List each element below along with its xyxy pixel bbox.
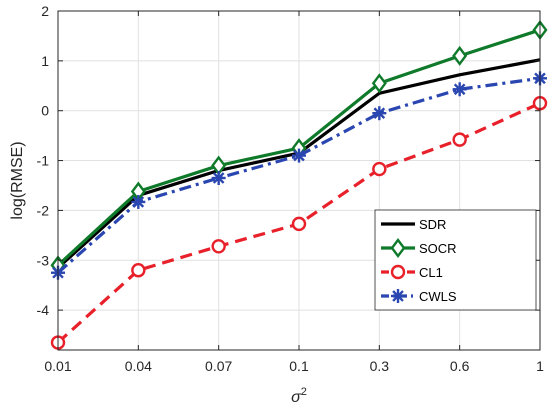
data-point-socr: [371, 73, 387, 94]
legend-label-sdr: SDR: [419, 217, 446, 232]
x-axis-label-main: σ: [291, 389, 302, 406]
asterisk-stroke: [132, 196, 145, 208]
legend-entry-socr: SOCR: [381, 238, 457, 258]
x-tick-label: 0.3: [370, 358, 390, 374]
legend-label-cl1: CL1: [419, 265, 443, 280]
data-point-cwls: [372, 106, 387, 121]
x-tick-label: 0.01: [44, 358, 71, 374]
y-tick-label: -3: [37, 252, 50, 268]
data-point-cl1: [452, 132, 467, 147]
y-axis-ticks: -4 -3 -2 -1 0 1 2: [37, 3, 540, 318]
data-point-cwls: [292, 148, 306, 163]
asterisk-stroke: [373, 107, 386, 119]
legend-entry-cwls: CWLS: [381, 289, 457, 304]
x-tick-label: 0.04: [125, 358, 152, 374]
legend-marker-cl1: [390, 264, 406, 280]
asterisk-stroke: [453, 83, 466, 96]
legend-marker-socr: [390, 238, 406, 258]
data-point-cl1: [291, 216, 307, 232]
x-axis-label-superscript: 2: [301, 386, 307, 398]
data-point-cwls: [452, 82, 467, 97]
y-tick-label: 2: [41, 3, 49, 19]
legend-entry-sdr: SDR: [381, 217, 446, 232]
data-point-cl1: [131, 263, 146, 278]
y-tick-label: -2: [37, 202, 50, 218]
data-point-cl1: [372, 161, 387, 177]
y-axis-label: log(RMSE): [9, 141, 26, 219]
y-tick-label: -1: [37, 153, 50, 169]
data-point-cl1: [211, 239, 226, 254]
asterisk-stroke: [392, 290, 404, 302]
asterisk-stroke: [293, 149, 305, 162]
data-point-cwls: [211, 171, 226, 186]
asterisk-stroke: [212, 172, 225, 184]
y-tick-label: 0: [41, 103, 49, 119]
x-tick-label: 0.6: [450, 358, 470, 374]
y-tick-label: -4: [37, 302, 50, 318]
legend-entry-cl1: CL1: [381, 264, 443, 280]
x-axis-label: σ2: [291, 386, 307, 406]
legend-label-cwls: CWLS: [419, 289, 457, 304]
data-point-cwls: [131, 194, 146, 209]
data-point-socr: [452, 45, 468, 66]
x-tick-label: 0.07: [205, 358, 232, 374]
y-tick-label: 1: [41, 53, 49, 69]
legend: SDR SOCR CL1 CWLS: [374, 209, 537, 311]
x-tick-label: 1: [536, 358, 544, 374]
legend-marker-cwls: [391, 289, 405, 303]
x-axis-ticks: 0.01 0.04 0.07 0.1 0.3 0.6 1: [44, 11, 544, 374]
x-tick-label: 0.1: [289, 358, 309, 374]
legend-label-socr: SOCR: [419, 241, 457, 256]
